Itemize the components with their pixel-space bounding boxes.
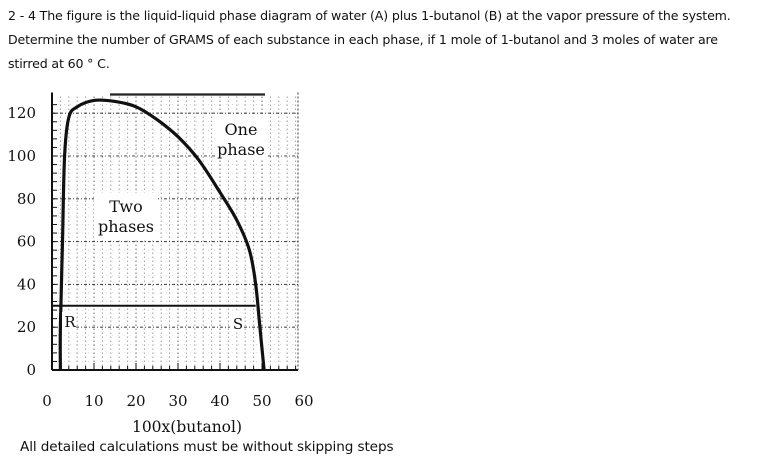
x-tick-label: 40 [210, 392, 229, 410]
y-tick-label: 0 [26, 361, 36, 379]
x-tick-label: 50 [252, 392, 271, 410]
label-one-phase: One [225, 120, 258, 139]
tick-labels: 0 10 20 30 40 50 60 0 20 40 60 80 100 120 [7, 104, 313, 410]
x-tick-label: 0 [42, 392, 52, 410]
footer-note: All detailed calculations must be withou… [20, 439, 394, 455]
label-one-phase: phase [217, 140, 265, 159]
y-tick-label: 100 [7, 147, 36, 165]
x-tick-label: 10 [84, 392, 103, 410]
x-tick-label: 60 [294, 392, 313, 410]
point-R-label: R [64, 313, 76, 331]
x-tick-label: 30 [168, 392, 187, 410]
x-axis-label: 100x(butanol) [132, 418, 242, 436]
point-S-label: S [233, 315, 243, 333]
label-two-phases: Two [109, 197, 142, 216]
y-tick-label: 120 [7, 104, 36, 122]
question-text: 2 - 4 The figure is the liquid-liquid ph… [8, 4, 763, 76]
question-line-3: stirred at 60 ° C. [8, 56, 110, 71]
coexistence-curve [58, 98, 266, 371]
y-tick-label: 80 [17, 190, 36, 208]
label-two-phases: phases [98, 217, 154, 236]
question-line-2: Determine the number of GRAMS of each su… [8, 32, 718, 47]
x-tick-label: 20 [126, 392, 145, 410]
y-tick-label: 20 [17, 318, 36, 336]
chart-series [52, 98, 266, 371]
question-line-1: 2 - 4 The figure is the liquid-liquid ph… [8, 8, 731, 23]
y-tick-label: 40 [17, 275, 36, 293]
y-tick-label: 60 [17, 233, 36, 251]
chart-axes [51, 92, 299, 371]
